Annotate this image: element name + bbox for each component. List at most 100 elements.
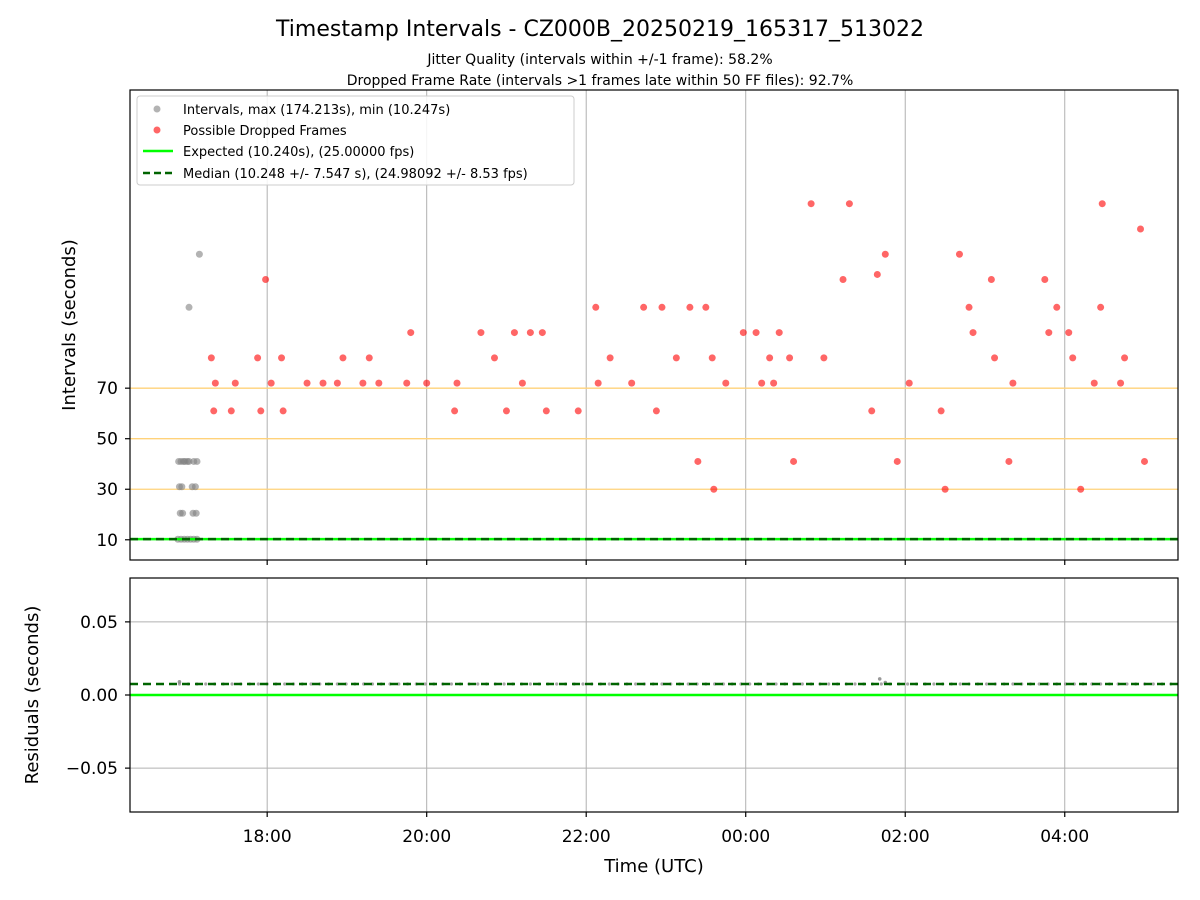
dropped-frame-point <box>542 407 550 415</box>
x-tick-label: 04:00 <box>1040 827 1089 847</box>
dropped-frame-point <box>941 485 949 493</box>
dropped-frame-point <box>375 379 383 387</box>
residual-point <box>607 682 611 686</box>
dropped-frame-point <box>1041 276 1049 284</box>
bottom-y-tick-label: 0.05 <box>80 613 118 633</box>
legend-dropped-label: Possible Dropped Frames <box>183 124 347 139</box>
dropped-frame-point <box>766 354 774 362</box>
residual-point <box>853 682 857 686</box>
dropped-frame-point <box>231 379 239 387</box>
interval-point <box>178 483 186 491</box>
interval-point <box>185 303 193 311</box>
dropped-frame-point <box>868 407 876 415</box>
dropped-frame-point <box>845 200 853 208</box>
dropped-frame-point <box>254 354 262 362</box>
dropped-frame-point <box>905 379 913 387</box>
dropped-frame-point <box>227 407 235 415</box>
dropped-frame-point <box>477 329 485 337</box>
residual-point <box>800 682 804 686</box>
top-plot-frame <box>129 89 1179 561</box>
residual-point <box>827 682 831 686</box>
dropped-frame-point <box>758 379 766 387</box>
residual-point <box>932 682 936 686</box>
dropped-frame-point <box>955 250 963 258</box>
dropped-frame-point <box>969 329 977 337</box>
residual-point <box>906 682 910 686</box>
dropped-frame-point <box>1097 303 1105 311</box>
dropped-frame-point <box>538 329 546 337</box>
dropped-frame-point <box>752 329 760 337</box>
top-y-tick-label: 10 <box>96 531 118 551</box>
dropped-frame-point <box>652 407 660 415</box>
top-y-axis-label: Intervals (seconds) <box>59 239 80 411</box>
dropped-frame-point <box>694 457 702 465</box>
interval-point <box>193 457 201 465</box>
dropped-frame-point <box>518 379 526 387</box>
dropped-frame-point <box>502 407 510 415</box>
dropped-frame-point <box>592 303 600 311</box>
dropped-frame-point <box>1137 225 1145 233</box>
dropped-frame-point <box>319 379 327 387</box>
dropped-frame-point <box>839 276 847 284</box>
residual-point <box>1011 682 1015 686</box>
dropped-frame-point <box>210 407 218 415</box>
dropped-frame-point <box>722 379 730 387</box>
residual-point <box>283 682 287 686</box>
dropped-frame-point <box>365 354 373 362</box>
residual-point <box>879 682 883 686</box>
dropped-frame-point <box>490 354 498 362</box>
dropped-frame-point <box>207 354 215 362</box>
dropped-frame-point <box>775 329 783 337</box>
dropped-frame-point <box>672 354 680 362</box>
dropped-frame-point <box>262 276 270 284</box>
legend-expected-label: Expected (10.240s), (25.00000 fps) <box>183 145 414 160</box>
bottom-plot-frame <box>129 577 1179 813</box>
dropped-frame-point <box>1141 457 1149 465</box>
residual-point <box>634 682 638 686</box>
dropped-frame-point <box>510 329 518 337</box>
dropped-frame-point <box>451 407 459 415</box>
residual-point <box>230 682 234 686</box>
dropped-frame-point <box>278 354 286 362</box>
dropped-frame-point <box>359 379 367 387</box>
dropped-frame-point <box>820 354 828 362</box>
dropped-frame-point <box>937 407 945 415</box>
dropped-frame-point <box>407 329 415 337</box>
dropped-frame-point <box>1069 354 1077 362</box>
dropped-frame-point <box>708 354 716 362</box>
top-y-tick-label: 50 <box>96 430 118 450</box>
interval-point <box>191 483 199 491</box>
residual-point <box>177 680 182 684</box>
dropped-frame-point <box>1065 329 1073 337</box>
bottom-y-axis-label: Residuals (seconds) <box>22 606 43 785</box>
residual-point <box>660 682 664 686</box>
dropped-frame-point <box>1005 457 1013 465</box>
x-axis-label: Time (UTC) <box>603 856 704 877</box>
interval-point <box>192 509 200 517</box>
dropped-frame-point <box>257 407 265 415</box>
residual-point <box>581 682 585 686</box>
dropped-frame-point <box>453 379 461 387</box>
dropped-frame-point <box>640 303 648 311</box>
legend-dropped-marker <box>153 126 161 134</box>
residual-point <box>256 682 261 686</box>
dropped-frame-point <box>881 250 889 258</box>
x-tick-label: 00:00 <box>721 827 770 847</box>
dropped-frame-point <box>1090 379 1098 387</box>
jitter-quality-subtitle: Jitter Quality (intervals within +/-1 fr… <box>426 52 772 68</box>
dropped-frame-point <box>423 379 431 387</box>
dropped-frame-point <box>606 354 614 362</box>
dropped-frame-point <box>739 329 747 337</box>
legend-box <box>136 95 575 186</box>
dropped-frame-point <box>991 354 999 362</box>
residual-point <box>476 682 480 686</box>
dropped-frame-point <box>1053 303 1061 311</box>
dropped-frame-point <box>1117 379 1125 387</box>
dropped-frame-point <box>403 379 411 387</box>
dropped-frame-point <box>873 270 881 278</box>
top-y-tick-label: 30 <box>96 480 118 500</box>
residuals-panel: 18:00 20:00 22:00 00:00 02:00 04:00 0.05 0.00 −0… <box>66 577 1179 847</box>
residual-point <box>774 682 778 686</box>
dropped-frame-point <box>1121 354 1129 362</box>
